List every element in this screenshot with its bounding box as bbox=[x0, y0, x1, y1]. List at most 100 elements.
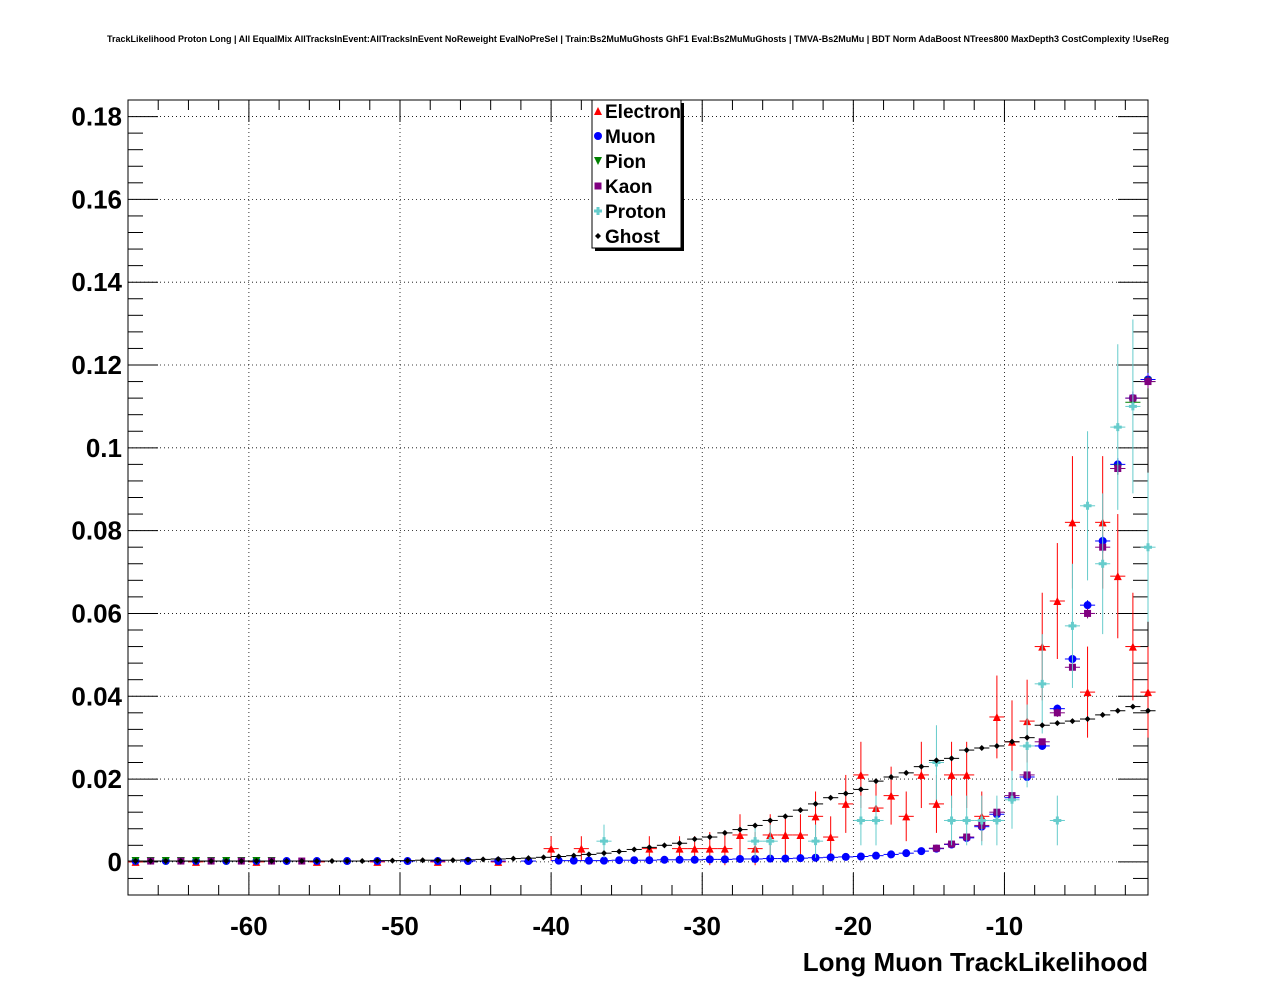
electron-point bbox=[962, 770, 971, 779]
ghost-point bbox=[827, 794, 834, 801]
electron-point bbox=[705, 844, 714, 853]
ghost-point bbox=[752, 822, 759, 829]
electron-point bbox=[675, 844, 684, 853]
ghost-point bbox=[721, 829, 728, 836]
proton-point bbox=[962, 816, 971, 825]
ghost-point bbox=[842, 790, 849, 797]
ghost-point bbox=[449, 857, 456, 864]
muon-point bbox=[856, 852, 865, 861]
electron-point bbox=[1053, 597, 1062, 606]
muon-point bbox=[736, 854, 744, 863]
axis-ticks bbox=[127, 100, 1148, 896]
ghost-point bbox=[1114, 707, 1121, 714]
proton-point bbox=[1038, 679, 1047, 688]
ghost-point bbox=[646, 844, 653, 851]
series-kaon bbox=[143, 374, 1156, 865]
ghost-point bbox=[208, 858, 215, 865]
electron-point bbox=[1068, 518, 1077, 527]
legend-label-ghost: Ghost bbox=[605, 227, 661, 248]
ghost-point bbox=[1024, 734, 1031, 741]
electron-point bbox=[720, 844, 729, 853]
series-pion bbox=[128, 374, 1156, 866]
muon-point bbox=[569, 856, 578, 865]
y-tick-label: 0.06 bbox=[71, 598, 122, 628]
electron-point bbox=[811, 812, 820, 821]
legend-label-muon: Muon bbox=[605, 127, 656, 148]
muon-point bbox=[917, 847, 926, 856]
proton-point bbox=[600, 837, 608, 846]
muon-point bbox=[751, 854, 760, 863]
electron-point bbox=[917, 770, 926, 779]
ghost-point bbox=[1129, 703, 1136, 710]
legend-marker-kaon bbox=[594, 182, 602, 190]
ghost-point bbox=[525, 855, 532, 862]
y-tick-label: 0.02 bbox=[71, 764, 122, 794]
electron-point bbox=[1128, 642, 1137, 651]
legend-marker-proton bbox=[594, 207, 602, 215]
muon-point bbox=[872, 851, 880, 860]
electron-point bbox=[826, 833, 835, 842]
kaon-point bbox=[932, 844, 940, 852]
ghost-point bbox=[510, 855, 517, 862]
electron-point bbox=[992, 712, 1001, 721]
ghost-point bbox=[389, 857, 396, 864]
ghost-point bbox=[782, 813, 789, 820]
data-points bbox=[128, 319, 1156, 866]
muon-point bbox=[584, 856, 593, 865]
proton-point bbox=[751, 837, 760, 846]
ghost-point bbox=[1054, 720, 1061, 727]
ghost-point bbox=[676, 840, 683, 847]
ghost-point bbox=[253, 858, 260, 865]
legend-label-pion: Pion bbox=[605, 152, 646, 173]
ghost-point bbox=[480, 856, 487, 863]
ghost-point bbox=[374, 857, 381, 864]
electron-point bbox=[796, 830, 805, 839]
ghost-point bbox=[812, 800, 819, 807]
ghost-point bbox=[268, 858, 275, 865]
muon-point bbox=[660, 855, 669, 864]
proton-point bbox=[1128, 402, 1137, 411]
ghost-point bbox=[177, 858, 184, 865]
ghost-point bbox=[631, 846, 638, 853]
muon-point bbox=[690, 855, 699, 864]
muon-point bbox=[600, 856, 608, 865]
legend-label-electron: Electron bbox=[605, 102, 681, 123]
series-muon bbox=[128, 372, 1156, 866]
series-electron bbox=[128, 456, 1156, 866]
series-ghost bbox=[128, 703, 1156, 865]
electron-point bbox=[887, 791, 896, 800]
x-tick-label: -60 bbox=[230, 911, 268, 941]
y-tick-label: 0.12 bbox=[71, 350, 122, 380]
proton-point bbox=[1008, 795, 1016, 804]
ghost-point bbox=[797, 807, 804, 814]
legend-label-kaon: Kaon bbox=[605, 177, 653, 198]
muon-point bbox=[675, 855, 684, 864]
electron-point bbox=[781, 830, 790, 839]
ghost-point bbox=[1145, 707, 1151, 714]
ghost-point bbox=[313, 858, 320, 865]
x-tick-labels: -60 -50 -40 -30 -20 -10 bbox=[230, 911, 1023, 941]
muon-point bbox=[554, 856, 563, 865]
y-tick-label: 0.14 bbox=[71, 267, 122, 297]
ghost-point bbox=[404, 857, 411, 864]
ghost-point bbox=[223, 858, 230, 865]
x-tick-label: -20 bbox=[835, 911, 873, 941]
proton-point bbox=[766, 837, 775, 846]
ghost-point bbox=[933, 757, 940, 764]
ghost-point bbox=[298, 858, 305, 865]
muon-point bbox=[796, 854, 805, 863]
ghost-point bbox=[419, 857, 426, 864]
muon-point bbox=[1083, 601, 1092, 610]
grid bbox=[128, 100, 1148, 895]
proton-point bbox=[1113, 423, 1122, 432]
ghost-point bbox=[888, 773, 895, 780]
legend-marker-ghost bbox=[595, 233, 601, 239]
y-tick-labels: 0 0.02 0.04 0.06 0.08 0.1 0.12 0.14 0.16 0.18 bbox=[71, 102, 122, 877]
y-tick-label: 0.08 bbox=[71, 516, 122, 546]
muon-point bbox=[781, 854, 790, 863]
ghost-point bbox=[978, 745, 985, 752]
ghost-point bbox=[465, 856, 471, 863]
chart-title: TrackLikelihood Proton Long | All EqualM… bbox=[107, 34, 1169, 44]
ghost-point bbox=[903, 769, 910, 776]
